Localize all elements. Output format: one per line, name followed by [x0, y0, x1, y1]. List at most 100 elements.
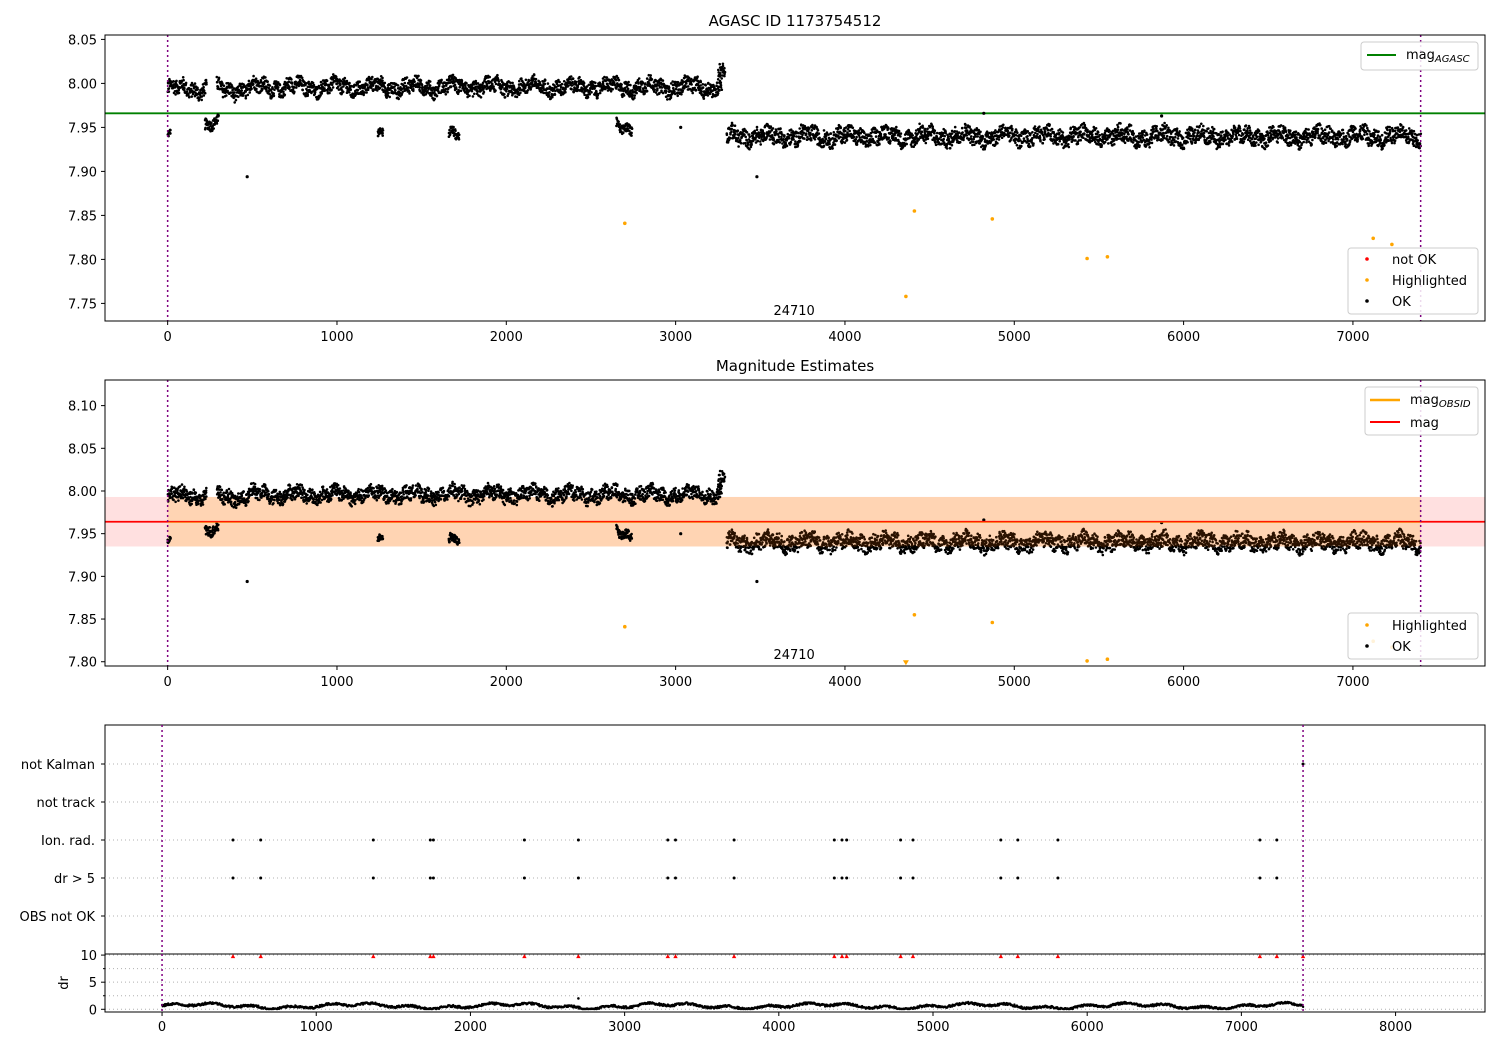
ok-point	[560, 82, 564, 86]
plot-area	[105, 35, 1485, 321]
ok-point	[733, 124, 737, 127]
ok-point	[933, 131, 936, 135]
ok-point	[421, 85, 424, 89]
ok-point	[719, 81, 723, 84]
ok-point	[808, 127, 811, 130]
ok-point	[1190, 141, 1194, 144]
ok-point	[957, 131, 961, 134]
ok-point	[1319, 123, 1322, 127]
ok-point	[489, 89, 492, 92]
ok-point	[1336, 138, 1340, 141]
ok-point	[1058, 131, 1061, 135]
ok-point	[681, 89, 685, 92]
ok-point	[202, 89, 206, 93]
ok-point	[1307, 128, 1310, 131]
ok-point	[190, 81, 194, 85]
ok-point	[379, 78, 382, 81]
ok-point	[1132, 132, 1135, 135]
ok-point	[844, 129, 847, 133]
ok-point	[1148, 146, 1151, 149]
ok-point	[1067, 143, 1070, 146]
ok-point	[264, 76, 267, 79]
ok-point	[213, 122, 217, 125]
ok-point	[837, 134, 840, 138]
ok-point	[457, 138, 461, 141]
ok-point	[542, 84, 545, 87]
ok-point	[252, 74, 255, 78]
ok-point	[1368, 130, 1371, 133]
ok-point	[700, 90, 703, 93]
ok-point	[731, 123, 734, 127]
ok-point	[1043, 138, 1046, 141]
ok-point	[485, 82, 489, 86]
ok-point	[1326, 133, 1330, 137]
ok-point	[1002, 123, 1005, 127]
ok-point	[1193, 128, 1197, 132]
ok-point	[260, 88, 264, 91]
ok-point	[1248, 139, 1252, 143]
ok-point	[626, 87, 630, 91]
ok-point	[1230, 140, 1234, 143]
ok-point	[339, 83, 342, 87]
ok-point	[509, 81, 512, 84]
ok-point	[190, 95, 193, 98]
ok-point	[1091, 133, 1094, 136]
ok-point	[792, 134, 796, 138]
ok-point	[839, 126, 843, 130]
ok-point	[905, 142, 908, 146]
ok-point	[169, 132, 172, 135]
ok-point	[1014, 141, 1017, 145]
ok-point	[737, 136, 740, 140]
ok-point	[736, 129, 740, 132]
ok-point	[813, 138, 817, 141]
ok-point	[1361, 137, 1365, 140]
ok-point	[218, 87, 221, 91]
ok-point	[181, 85, 184, 89]
ok-point	[1341, 142, 1344, 146]
ok-point	[694, 88, 698, 92]
ok-point	[630, 131, 633, 135]
ok-point	[622, 131, 625, 134]
ok-point	[405, 76, 409, 79]
ok-point	[1186, 141, 1189, 144]
ok-point	[929, 133, 933, 137]
ok-point	[481, 83, 484, 87]
ok-point	[960, 126, 964, 130]
ok-point	[403, 81, 407, 85]
ok-point	[1224, 138, 1227, 141]
ok-point	[943, 134, 946, 138]
ok-point	[200, 95, 204, 98]
ok-point	[1305, 141, 1308, 144]
ok-point	[531, 79, 535, 82]
ok-point	[456, 92, 460, 96]
ok-point	[1209, 129, 1212, 133]
ok-point	[899, 132, 903, 135]
ok-point	[193, 82, 197, 85]
ok-point	[935, 134, 938, 138]
ok-point	[1388, 125, 1391, 129]
ok-point	[1327, 131, 1331, 134]
ok-point	[290, 82, 294, 85]
ok-point	[426, 90, 429, 93]
ok-point	[187, 93, 190, 97]
ok-point	[230, 85, 234, 88]
ok-point	[725, 133, 729, 137]
ok-point	[1202, 124, 1205, 128]
ok-point	[745, 131, 749, 134]
ok-point	[1141, 136, 1145, 139]
ok-point	[719, 83, 723, 87]
ok-point	[1311, 138, 1314, 142]
ok-point	[778, 141, 782, 144]
ok-point	[1072, 135, 1075, 138]
ok-point	[350, 84, 354, 88]
ok-point	[294, 80, 298, 84]
ok-point	[730, 127, 733, 131]
ok-point	[345, 85, 349, 89]
ok-point	[1101, 137, 1105, 141]
ok-point	[796, 131, 800, 135]
ok-point	[446, 90, 449, 94]
ok-point	[717, 68, 720, 72]
ok-point	[307, 80, 311, 84]
ok-point	[474, 79, 478, 83]
